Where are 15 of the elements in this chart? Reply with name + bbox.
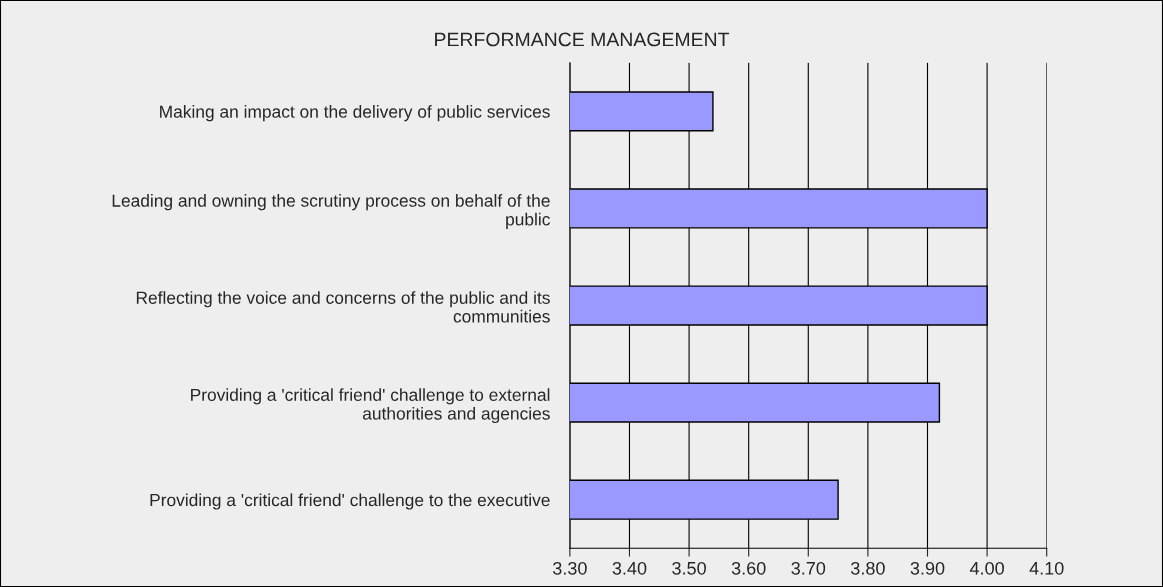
x-tick-label: 3.40	[612, 561, 647, 575]
x-tick-label: 4.10	[1029, 561, 1064, 575]
x-tick-label: 4.00	[969, 561, 1004, 575]
y-tick-label: Providing a 'critical friend' challenge to the executive	[150, 493, 550, 510]
y-tick-label: Making an impact on the delivery of public services	[160, 105, 550, 122]
y-tick-label: Reflecting the voice and concerns of the public and its communities	[136, 291, 550, 323]
x-tick-label: 3.60	[731, 561, 766, 575]
chart-title: PERFORMANCE MANAGEMENT	[435, 32, 730, 47]
x-tick-label: 3.90	[910, 561, 945, 575]
y-tick-label: Leading and owning the scrutiny process on behalf of the public	[112, 194, 550, 229]
x-tick-label: 3.80	[851, 561, 885, 575]
x-tick-label: 3.50	[672, 561, 706, 575]
y-tick-label: Providing a 'critical friend' challenge to external authorities and agencies	[191, 388, 550, 424]
x-tick-label: 3.30	[552, 561, 587, 575]
x-tick-label: 3.70	[791, 561, 826, 575]
